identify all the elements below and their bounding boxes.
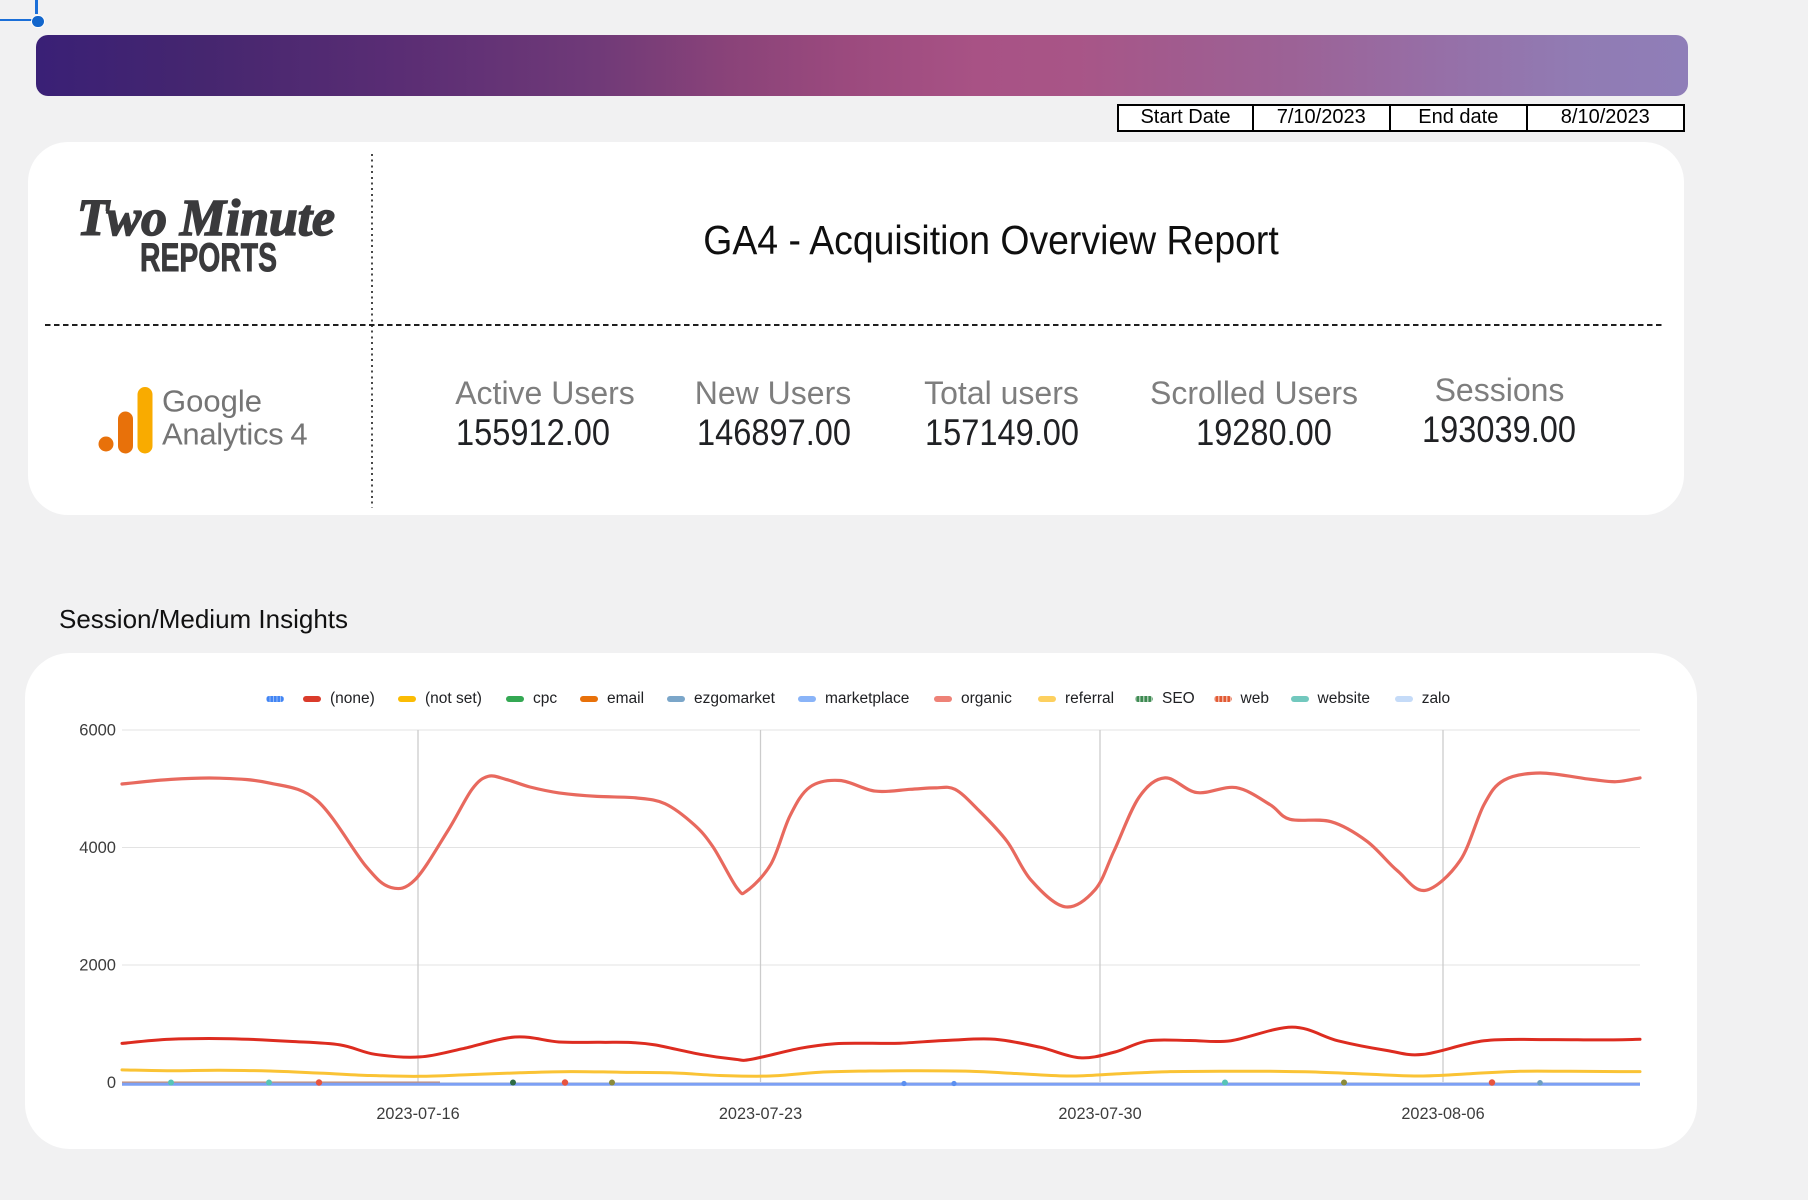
svg-text:2023-08-06: 2023-08-06 [1401, 1105, 1484, 1123]
svg-text:2023-07-16: 2023-07-16 [376, 1105, 459, 1123]
svg-text:4000: 4000 [79, 839, 116, 857]
svg-text:2023-07-23: 2023-07-23 [719, 1105, 802, 1123]
svg-text:2000: 2000 [79, 957, 116, 975]
svg-text:Google: Google [162, 384, 262, 419]
svg-text:6000: 6000 [79, 722, 116, 740]
svg-text:0: 0 [107, 1074, 116, 1092]
svg-text:Two Minute: Two Minute [77, 190, 335, 247]
svg-text:2023-07-30: 2023-07-30 [1058, 1105, 1141, 1123]
svg-text:REPORTS: REPORTS [140, 236, 277, 280]
